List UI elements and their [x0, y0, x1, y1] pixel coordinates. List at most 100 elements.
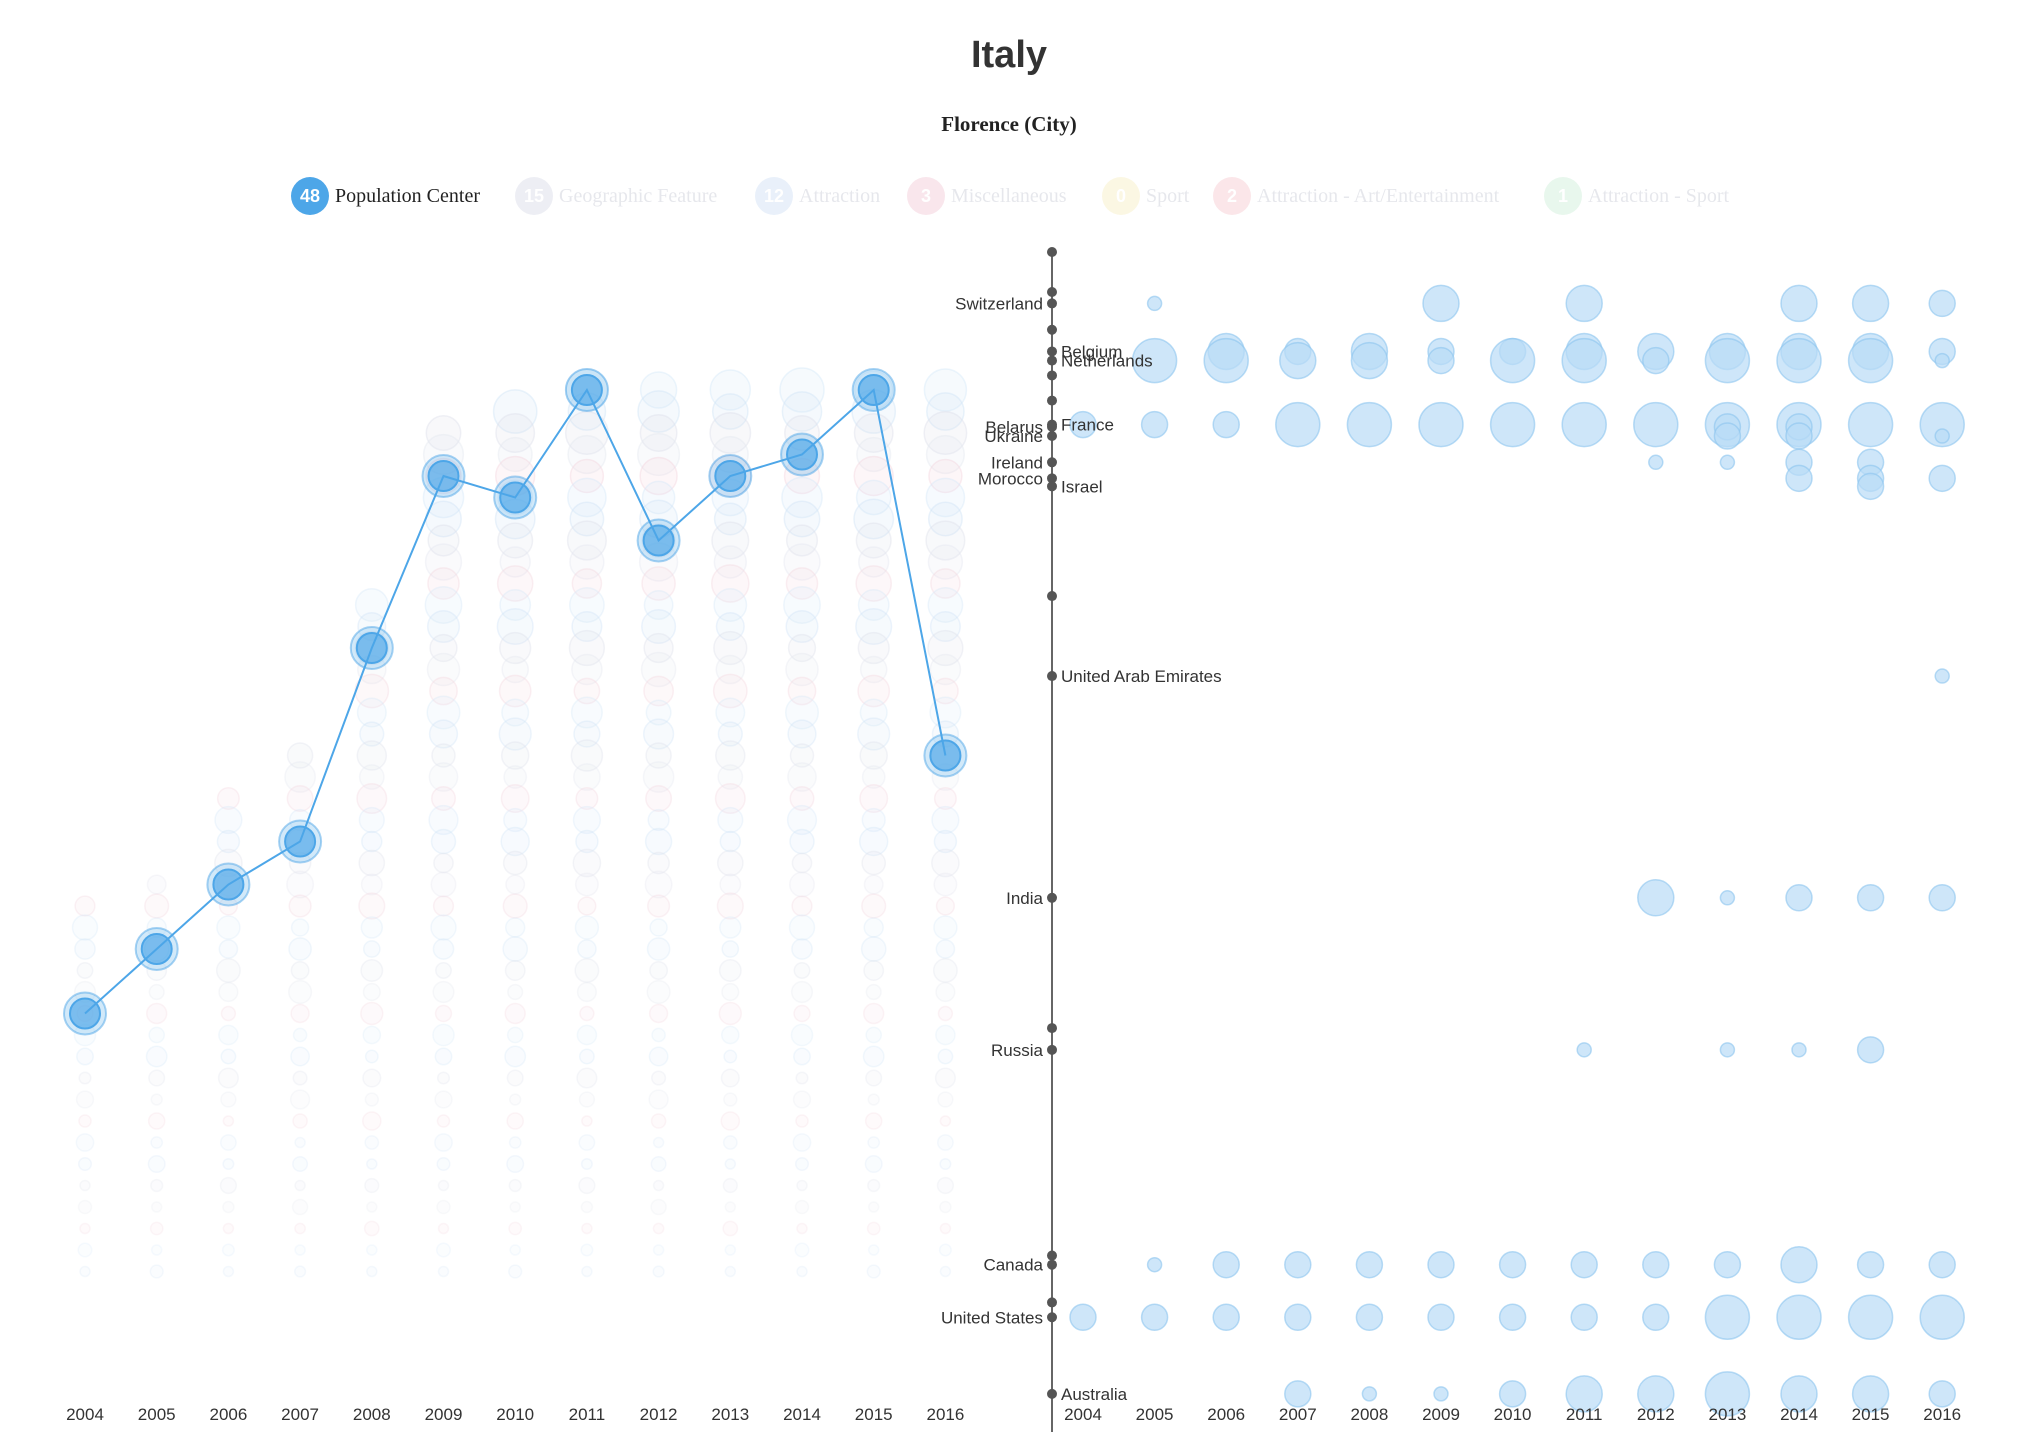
bubble-netherlands-2013	[1704, 337, 1751, 384]
background-circle	[571, 610, 603, 643]
background-circle	[925, 477, 966, 518]
background-circle	[499, 589, 532, 621]
background-circle	[429, 676, 458, 706]
background-circle	[358, 849, 386, 877]
point-marker	[929, 739, 962, 772]
background-circle	[939, 1157, 952, 1171]
background-circle	[933, 872, 958, 897]
background-circle	[435, 1242, 452, 1258]
background-circle	[292, 1070, 308, 1086]
background-circle	[787, 633, 817, 663]
right-year-tick-2010: 2010	[1494, 1405, 1532, 1424]
background-circle	[286, 870, 315, 899]
background-circle	[568, 629, 606, 667]
background-circle	[434, 1047, 453, 1066]
legend-item-attraction-art-entertainment[interactable]: 2 Attraction - Art/Entertainment	[1213, 176, 1499, 216]
background-circle	[861, 765, 886, 789]
background-circle	[939, 1222, 952, 1235]
background-circle	[499, 546, 531, 578]
background-circle	[214, 805, 243, 835]
left-year-tick-2008: 2008	[353, 1405, 391, 1424]
background-circle	[358, 892, 386, 920]
background-circle	[148, 983, 165, 1001]
background-circle	[794, 1242, 810, 1258]
population-center-point-2012	[636, 518, 681, 563]
background-circle	[927, 501, 963, 537]
background-circle	[647, 808, 670, 832]
legend-item-sport[interactable]: 0 Sport	[1102, 176, 1189, 216]
background-circle	[570, 696, 603, 729]
background-circle	[722, 1220, 739, 1237]
country-label-russia: Russia	[991, 1041, 1044, 1060]
bubble-india-2013	[1719, 890, 1736, 906]
bubble-united-states-2013	[1704, 1294, 1751, 1341]
background-circle	[580, 1200, 594, 1214]
background-circle	[581, 1222, 593, 1235]
axis-tick-dot	[1047, 370, 1057, 381]
background-rank-circles	[71, 367, 968, 1279]
background-circle	[220, 1091, 237, 1108]
background-circle	[571, 568, 603, 599]
background-circle	[506, 1026, 524, 1044]
legend-item-miscellaneous[interactable]: 3 Miscellaneous	[907, 176, 1067, 216]
background-circle	[569, 544, 605, 580]
legend-item-population-center[interactable]: 48 Population Center	[291, 176, 480, 216]
background-circle	[428, 762, 459, 792]
background-circle	[931, 848, 960, 878]
background-circle	[640, 651, 677, 688]
left-year-tick-2007: 2007	[281, 1405, 319, 1424]
background-circle	[222, 1115, 235, 1127]
background-circle	[360, 959, 384, 982]
background-circle	[356, 740, 388, 771]
country-tick-dot	[1047, 1259, 1057, 1270]
bubble-united-states-2014	[1776, 1294, 1822, 1341]
background-circle	[867, 1136, 881, 1149]
background-circle	[79, 1265, 91, 1278]
background-circle	[288, 894, 312, 918]
background-circle	[218, 1024, 239, 1046]
background-circle	[216, 915, 241, 940]
background-circle	[865, 983, 882, 1001]
background-circle	[650, 1198, 667, 1216]
background-circle	[939, 1115, 952, 1127]
background-circle	[294, 1179, 306, 1192]
background-circle	[150, 1178, 164, 1193]
legend-item-attraction[interactable]: 12 Attraction	[755, 176, 880, 216]
background-circle	[222, 1157, 235, 1171]
background-circle	[790, 1023, 814, 1047]
country-tick-dot	[1047, 431, 1057, 442]
background-circle	[867, 1201, 880, 1213]
bubble-india-2015	[1856, 884, 1885, 912]
background-circle	[430, 871, 457, 898]
bubble-switzerland-2015	[1851, 284, 1890, 323]
background-circle	[722, 1177, 738, 1194]
background-circle	[220, 1048, 237, 1065]
background-circle	[427, 524, 460, 557]
background-circle	[791, 938, 813, 960]
background-circle	[145, 1045, 168, 1068]
background-circle	[294, 1244, 306, 1256]
background-circle	[506, 1154, 525, 1174]
background-circle	[354, 588, 389, 622]
population-center-point-2015	[851, 368, 896, 412]
background-circle	[222, 1222, 235, 1235]
background-circle	[857, 674, 891, 708]
background-circle	[360, 1001, 384, 1026]
point-marker	[212, 868, 245, 901]
point-marker	[786, 438, 818, 471]
legend-item-attraction-sport[interactable]: 1 Attraction - Sport	[1544, 176, 1729, 216]
background-circle	[781, 476, 823, 519]
background-circle	[719, 873, 742, 896]
background-circle	[858, 826, 889, 857]
country-label-ireland: Ireland	[991, 453, 1043, 472]
bubble-australia-2012	[1637, 1375, 1675, 1413]
bubble-switzerland-2014	[1780, 284, 1818, 323]
background-circle	[789, 871, 815, 898]
background-circle	[219, 1134, 237, 1151]
background-circle	[645, 699, 672, 726]
background-circle	[498, 674, 532, 708]
legend-item-geographic-feature[interactable]: 15 Geographic Feature	[515, 176, 717, 216]
background-circle	[923, 411, 968, 455]
